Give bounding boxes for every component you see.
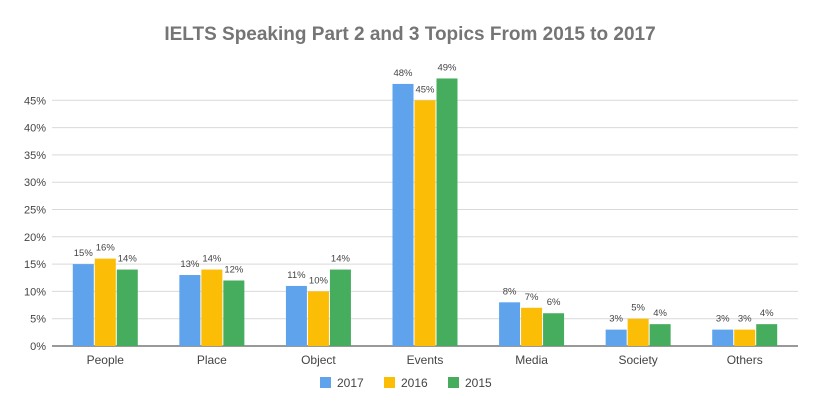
x-tick-label: People [87,353,125,367]
legend-label: 2016 [401,376,428,390]
legend-swatch [320,377,331,388]
data-label: 3% [609,314,623,325]
y-tick-label: 20% [24,232,46,244]
legend-label: 2017 [337,376,364,390]
data-label: 12% [224,264,244,275]
y-axis-ticks: 0% 5% 10% 15% 20% 25% 30% 35% 40% 45% [24,95,46,353]
legend-swatch [448,377,459,388]
y-tick-label: 30% [24,177,46,189]
legend-swatch [384,377,395,388]
bar-2016-place [201,269,223,346]
bar-2016-society [627,318,649,346]
data-label: 48% [393,68,413,79]
bar-2016-events [414,100,436,346]
y-tick-label: 45% [24,95,46,107]
bar-2017-events [392,83,414,347]
y-tick-label: 25% [24,205,46,217]
bar-2017-people [72,264,94,346]
x-axis-ticks: People Place Object Events Media Society Other… [87,353,763,367]
data-label: 5% [631,303,645,314]
x-tick-label: Society [618,353,657,367]
bar-2015-place [223,280,245,346]
data-label: 15% [74,248,94,259]
data-label: 3% [738,314,752,325]
bar-2016-people [94,258,116,346]
bar-2017-object [285,285,307,346]
data-label: 49% [437,62,457,73]
data-labels: 15% 16%14% 13% 14%12% 11% 10%14%48%45%49%8% 7%… [74,62,774,324]
y-tick-label: 40% [24,123,46,135]
chart-title: IELTS Speaking Part 2 and 3 Topics From … [164,24,655,45]
y-tick-label: 0% [30,341,46,353]
y-tick-label: 5% [30,314,46,326]
bar-2015-events [436,78,458,347]
bar-2015-media [543,313,565,346]
x-tick-label: Events [407,353,444,367]
y-tick-label: 10% [24,286,46,298]
data-label: 16% [96,243,116,254]
bar-2015-object [329,269,351,346]
data-label: 45% [415,84,435,95]
data-label: 10% [309,275,329,286]
bar-2017-others [712,329,734,346]
bar-2017-society [605,329,627,346]
x-tick-label: Place [197,353,227,367]
bar-2016-object [307,291,329,346]
data-label: 11% [287,270,306,281]
legend-label: 2015 [465,376,492,390]
data-label: 3% [716,314,730,325]
data-label: 13% [180,259,200,270]
x-tick-label: Object [301,353,336,367]
legend: 2017 2016 2015 [320,376,492,390]
bar-2015-people [116,269,138,346]
data-label: 4% [760,308,774,319]
data-label: 7% [525,292,539,303]
y-tick-label: 15% [24,259,46,271]
bar-2015-society [649,324,671,346]
data-label: 14% [202,254,222,265]
bar-2017-media [499,302,521,346]
x-tick-label: Media [515,353,548,367]
x-tick-label: Others [727,353,763,367]
bars [72,78,778,347]
bar-2017-place [179,275,201,346]
data-label: 14% [118,254,138,265]
bar-2016-others [734,329,756,346]
y-tick-label: 35% [24,150,46,162]
data-label: 4% [653,308,667,319]
data-label: 14% [331,254,351,265]
data-label: 6% [547,297,561,308]
data-label: 8% [503,286,517,297]
bar-2016-media [521,307,543,346]
bar-2015-others [756,324,778,346]
